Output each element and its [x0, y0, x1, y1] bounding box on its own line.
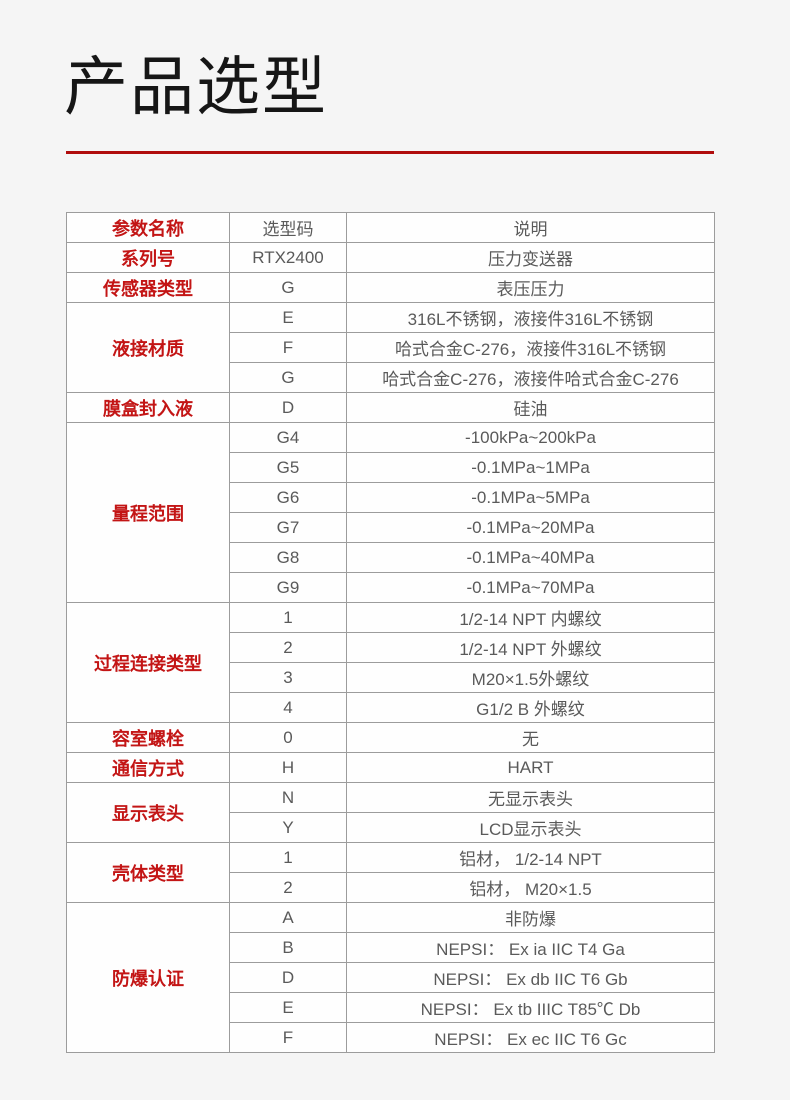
parameter-name-cell: 膜盒封入液 — [66, 392, 230, 423]
table-row: 防爆认证 A 非防爆 — [66, 902, 715, 1053]
parameter-name-cell: 液接材质 — [66, 302, 230, 393]
selection-code-cell: 4 — [229, 692, 347, 723]
column-header-description: 说明 — [346, 212, 715, 243]
description-cell: 1/2-14 NPT 内螺纹 — [346, 602, 715, 633]
parameter-name-cell: 显示表头 — [66, 782, 230, 843]
table-row: B NEPSI： Ex ia IIC T4 Ga — [67, 932, 715, 963]
page-title: 产品选型 — [64, 51, 328, 123]
description-cell: NEPSI： Ex db IIC T6 Gb — [346, 962, 715, 993]
description-cell: 表压压力 — [346, 272, 715, 303]
selection-code-cell: D — [229, 392, 347, 423]
selection-code-cell: 0 — [229, 722, 347, 753]
selection-code-cell: G8 — [229, 542, 347, 573]
parameter-name-cell: 传感器类型 — [66, 272, 230, 303]
table-row: 容室螺栓 0 无 — [66, 722, 715, 753]
selection-code-cell: G6 — [229, 482, 347, 513]
selection-code-cell: G — [229, 272, 347, 303]
description-cell: 无显示表头 — [346, 782, 715, 813]
table-row: 量程范围 G4 -100kPa~200kPa — [66, 422, 715, 603]
selection-code-cell: RTX2400 — [229, 242, 347, 273]
description-cell: G1/2 B 外螺纹 — [346, 692, 715, 723]
table-row: G8 -0.1MPa~40MPa — [67, 542, 715, 573]
title-underline — [66, 151, 714, 154]
description-cell: 非防爆 — [346, 902, 715, 933]
table-row: 膜盒封入液 D 硅油 — [66, 392, 715, 423]
parameter-name-cell: 防爆认证 — [66, 902, 230, 1053]
description-cell: HART — [346, 752, 715, 783]
table-row: G9 -0.1MPa~70MPa — [67, 572, 715, 603]
table-row: G5 -0.1MPa~1MPa — [67, 452, 715, 483]
parameter-name-cell: 通信方式 — [66, 752, 230, 783]
selection-code-cell: E — [229, 302, 347, 333]
description-cell: 哈式合金C-276，液接件316L不锈钢 — [346, 332, 715, 363]
table-row: 显示表头 N 无显示表头 — [66, 782, 715, 843]
selection-code-cell: G — [229, 362, 347, 393]
description-cell: NEPSI： Ex ec IIC T6 Gc — [346, 1022, 715, 1053]
description-cell: 哈式合金C-276，液接件哈式合金C-276 — [346, 362, 715, 393]
description-cell: NEPSI： Ex ia IIC T4 Ga — [346, 932, 715, 963]
selection-code-cell: 2 — [229, 872, 347, 903]
selection-code-cell: H — [229, 752, 347, 783]
table-row: 过程连接类型 1 1/2-14 NPT 内螺纹 — [66, 602, 715, 723]
description-cell: LCD显示表头 — [346, 812, 715, 843]
table-row: G6 -0.1MPa~5MPa — [67, 482, 715, 513]
selection-code-cell: B — [229, 932, 347, 963]
table-row: 3 M20×1.5外螺纹 — [67, 662, 715, 693]
table-row: 液接材质 E 316L不锈钢，液接件316L不锈钢 — [66, 302, 715, 393]
selection-code-cell: A — [229, 902, 347, 933]
table-row: 传感器类型 G 表压压力 — [66, 272, 715, 303]
column-header-selection-code: 选型码 — [229, 212, 347, 243]
selection-code-cell: G9 — [229, 572, 347, 603]
selection-code-cell: G4 — [229, 422, 347, 453]
header-row: 参数名称 选型码 说明 — [66, 212, 715, 243]
table-row: F NEPSI： Ex ec IIC T6 Gc — [67, 1022, 715, 1053]
description-cell: 无 — [346, 722, 715, 753]
selection-code-cell: 1 — [229, 602, 347, 633]
selection-code-cell: E — [229, 992, 347, 1023]
selection-code-cell: N — [229, 782, 347, 813]
product-selection-table: 参数名称 选型码 说明 系列号 RTX2400 压力变送器 传感器类型 G 表压压力 液接材… — [66, 212, 715, 1053]
parameter-name-cell: 壳体类型 — [66, 842, 230, 903]
table-row: G7 -0.1MPa~20MPa — [67, 512, 715, 543]
description-cell: 铝材， M20×1.5 — [346, 872, 715, 903]
table-row: 系列号 RTX2400 压力变送器 — [66, 242, 715, 273]
table-header: 参数名称 选型码 说明 — [66, 212, 715, 243]
selection-code-cell: 1 — [229, 842, 347, 873]
description-cell: 1/2-14 NPT 外螺纹 — [346, 632, 715, 663]
description-cell: -0.1MPa~5MPa — [346, 482, 715, 513]
column-header-parameter-name: 参数名称 — [66, 212, 230, 243]
description-cell: -100kPa~200kPa — [346, 422, 715, 453]
table-row: 2 铝材， M20×1.5 — [67, 872, 715, 903]
description-cell: M20×1.5外螺纹 — [346, 662, 715, 693]
description-cell: -0.1MPa~70MPa — [346, 572, 715, 603]
parameter-name-cell: 系列号 — [66, 242, 230, 273]
table-row: 壳体类型 1 铝材， 1/2-14 NPT — [66, 842, 715, 903]
selection-code-cell: F — [229, 1022, 347, 1053]
table-row: D NEPSI： Ex db IIC T6 Gb — [67, 962, 715, 993]
description-cell: 铝材， 1/2-14 NPT — [346, 842, 715, 873]
description-cell: -0.1MPa~20MPa — [346, 512, 715, 543]
table-row: 通信方式 H HART — [66, 752, 715, 783]
parameter-name-cell: 过程连接类型 — [66, 602, 230, 723]
description-cell: -0.1MPa~40MPa — [346, 542, 715, 573]
parameter-name-cell: 容室螺栓 — [66, 722, 230, 753]
description-cell: 316L不锈钢，液接件316L不锈钢 — [346, 302, 715, 333]
description-cell: -0.1MPa~1MPa — [346, 452, 715, 483]
table-row: Y LCD显示表头 — [67, 812, 715, 843]
parameter-name-cell: 量程范围 — [66, 422, 230, 603]
selection-code-cell: 2 — [229, 632, 347, 663]
selection-code-cell: Y — [229, 812, 347, 843]
selection-code-cell: 3 — [229, 662, 347, 693]
selection-code-cell: D — [229, 962, 347, 993]
description-cell: NEPSI： Ex tb IIIC T85℃ Db — [346, 992, 715, 1023]
selection-code-cell: F — [229, 332, 347, 363]
selection-code-cell: G7 — [229, 512, 347, 543]
description-cell: 硅油 — [346, 392, 715, 423]
selection-code-cell: G5 — [229, 452, 347, 483]
table-body: 系列号 RTX2400 压力变送器 传感器类型 G 表压压力 液接材质 E 316L不锈钢，液接… — [66, 242, 715, 1053]
table-row: E NEPSI： Ex tb IIIC T85℃ Db — [67, 992, 715, 1023]
description-cell: 压力变送器 — [346, 242, 715, 273]
